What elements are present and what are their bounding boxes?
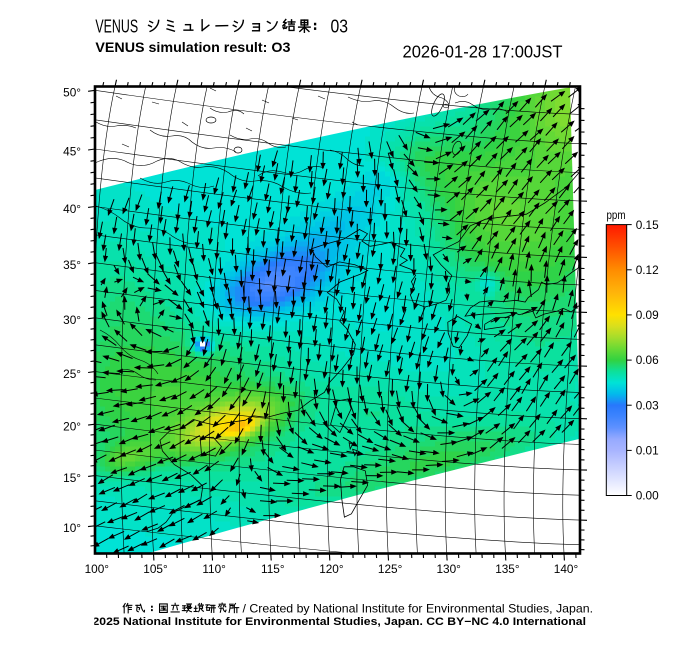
svg-text:110°: 110° <box>202 562 226 576</box>
svg-text:105°: 105° <box>143 562 168 576</box>
svg-text:0.00: 0.00 <box>636 489 659 503</box>
svg-text:45°: 45° <box>63 144 81 158</box>
svg-text:0.15: 0.15 <box>636 218 659 232</box>
svg-text:120°: 120° <box>319 562 344 576</box>
svg-text:125°: 125° <box>378 562 403 576</box>
svg-text:0.12: 0.12 <box>636 263 659 277</box>
svg-text:VENUS: VENUS <box>95 15 138 36</box>
svg-text:25°: 25° <box>63 367 81 381</box>
svg-text:15°: 15° <box>63 471 81 485</box>
svg-text:0.01: 0.01 <box>636 444 659 458</box>
svg-text:0.06: 0.06 <box>636 353 659 367</box>
svg-text:0.03: 0.03 <box>636 398 659 412</box>
svg-text:35°: 35° <box>63 258 81 272</box>
svg-text:140°: 140° <box>554 562 579 576</box>
svg-text:©2025 National Institute for E: ©2025 National Institute for Environment… <box>84 616 587 628</box>
svg-text:135°: 135° <box>495 562 520 576</box>
svg-text:/ Created by National Institut: / Created by National Institute for Envi… <box>243 603 594 616</box>
svg-text:2026-01-28 17:00JST: 2026-01-28 17:00JST <box>403 42 563 62</box>
svg-text:100°: 100° <box>85 562 110 576</box>
svg-text:10°: 10° <box>63 521 81 535</box>
svg-text:40°: 40° <box>63 202 81 216</box>
svg-text:03: 03 <box>331 15 349 36</box>
svg-text:130°: 130° <box>436 562 461 576</box>
svg-text:0.09: 0.09 <box>636 308 659 322</box>
svg-text:20°: 20° <box>63 420 81 434</box>
svg-text:VENUS simulation result: O3: VENUS simulation result: O3 <box>95 40 290 55</box>
svg-text:50°: 50° <box>63 86 81 100</box>
svg-text:ppm: ppm <box>607 210 626 222</box>
svg-text:115°: 115° <box>261 562 285 576</box>
svg-text:30°: 30° <box>63 313 81 327</box>
